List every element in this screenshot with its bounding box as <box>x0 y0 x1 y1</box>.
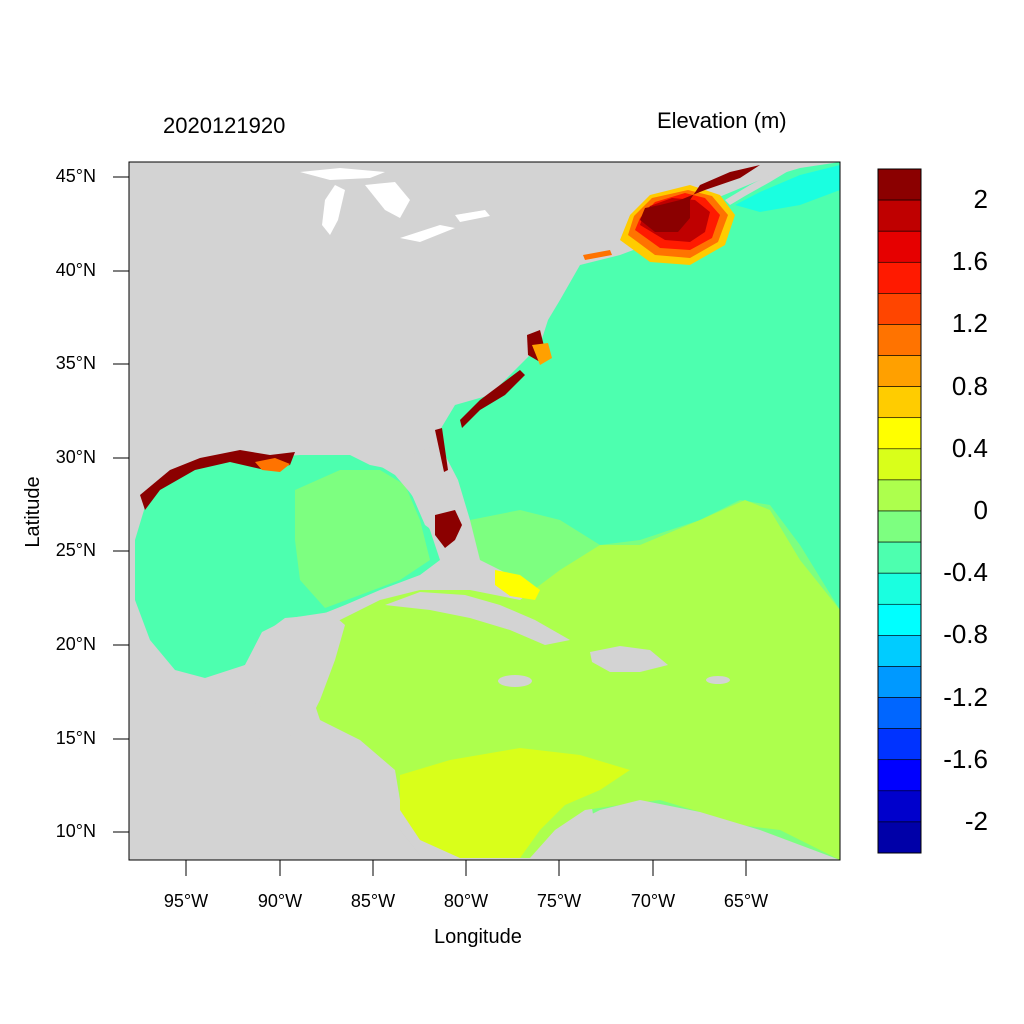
colorbar-swatch <box>877 728 922 761</box>
map-plot-area <box>129 162 840 860</box>
colorbar-swatch <box>877 199 922 232</box>
lat-tick-label: 30°N <box>55 447 96 467</box>
carolina-surge <box>532 343 552 365</box>
plot-frame <box>128 161 841 861</box>
colorbar-swatch <box>877 759 922 792</box>
lon-tick-label: 65°W <box>723 891 769 911</box>
colorbar-swatch <box>877 168 922 201</box>
florida-surge <box>435 510 462 548</box>
southern-caribbean <box>400 748 630 858</box>
lon-tick-label: 75°W <box>536 891 582 911</box>
colorbar-label: -0.4 <box>943 557 988 588</box>
canada-coast-water <box>735 165 840 212</box>
lake-michigan <box>322 185 345 235</box>
colorbar-swatch <box>877 417 922 450</box>
lon-tick-label: 95°W <box>163 891 209 911</box>
colorbar-swatch <box>877 603 922 636</box>
atlantic-ocean <box>440 162 840 610</box>
central-america-land <box>129 715 420 860</box>
colorbar-swatch <box>877 666 922 698</box>
cuba-land <box>385 592 570 645</box>
colorbar-label: 0 <box>973 495 988 525</box>
colorbar-label: -1.2 <box>943 681 988 712</box>
colorbar-label: -2 <box>964 805 988 836</box>
colorbar-swatch <box>877 541 922 574</box>
lat-tick-label: 10°N <box>55 821 96 841</box>
lon-tick-label: 80°W <box>443 891 489 911</box>
lake-erie <box>400 225 455 242</box>
east-coast-surge <box>460 370 525 428</box>
new-england-surge-peak <box>640 165 760 232</box>
colorbar-swatch <box>877 386 922 419</box>
puerto-rico-land <box>706 676 730 684</box>
hispaniola-land <box>590 646 668 672</box>
lake-huron <box>365 182 410 218</box>
lat-tick-label: 15°N <box>55 728 96 748</box>
lon-tick-label: 70°W <box>630 891 676 911</box>
lat-tick-marks <box>113 176 129 833</box>
colorbar-swatch <box>877 355 922 387</box>
timestamp-title: 2020121920 <box>163 113 286 138</box>
colorbar-swatch <box>877 448 922 481</box>
lake-ontario <box>455 210 490 222</box>
colorbar-label: 2 <box>973 184 988 215</box>
nova-scotia-land <box>725 170 790 205</box>
colorbar-label: 0.8 <box>951 370 988 401</box>
long-island-surge <box>583 250 612 260</box>
colorbar-swatch <box>877 572 922 605</box>
colorbar-swatch <box>877 790 922 823</box>
south-america-land <box>545 800 840 860</box>
colorbar-swatch <box>877 697 922 729</box>
florida-coast-surge <box>435 428 448 472</box>
colorbar-swatch <box>877 324 922 356</box>
colorbar-label: 0.4 <box>951 432 988 463</box>
lat-tick-label: 25°N <box>55 540 96 560</box>
lat-tick-label: 35°N <box>55 353 96 373</box>
colorbar-swatch <box>877 635 922 667</box>
colorbar-label: 1.6 <box>951 246 988 277</box>
lat-tick-label: 45°N <box>55 166 96 186</box>
lat-tick-label: 20°N <box>55 634 96 654</box>
colorbar-swatch <box>877 230 922 263</box>
colorbar-swatch <box>877 293 922 325</box>
colorbar-label: -1.6 <box>943 743 988 774</box>
lake-superior <box>300 168 385 180</box>
colorbar-swatch <box>877 510 922 543</box>
lon-tick-label: 85°W <box>350 891 396 911</box>
gulf-coast-surge <box>140 450 295 510</box>
bahamas-shelf <box>495 570 540 600</box>
x-axis-title: Longitude <box>434 926 522 948</box>
colorbar-swatch <box>877 479 922 512</box>
colorbar-swatch <box>877 821 922 854</box>
colorbar-label: 1.2 <box>951 308 988 339</box>
colorbar-swatch <box>877 261 922 294</box>
yucatan-land <box>210 612 345 720</box>
variable-title: Elevation (m) <box>657 108 787 133</box>
colorbar-label: -0.8 <box>943 619 988 650</box>
jamaica-land <box>498 675 532 687</box>
eastern-gulf <box>295 470 430 608</box>
colorbar <box>877 168 922 854</box>
colorbar-frame <box>877 168 922 854</box>
lon-tick-label: 90°W <box>257 891 303 911</box>
louisiana-surge <box>255 458 290 472</box>
lat-tick-label: 40°N <box>55 260 96 280</box>
lon-tick-marks <box>185 860 747 876</box>
